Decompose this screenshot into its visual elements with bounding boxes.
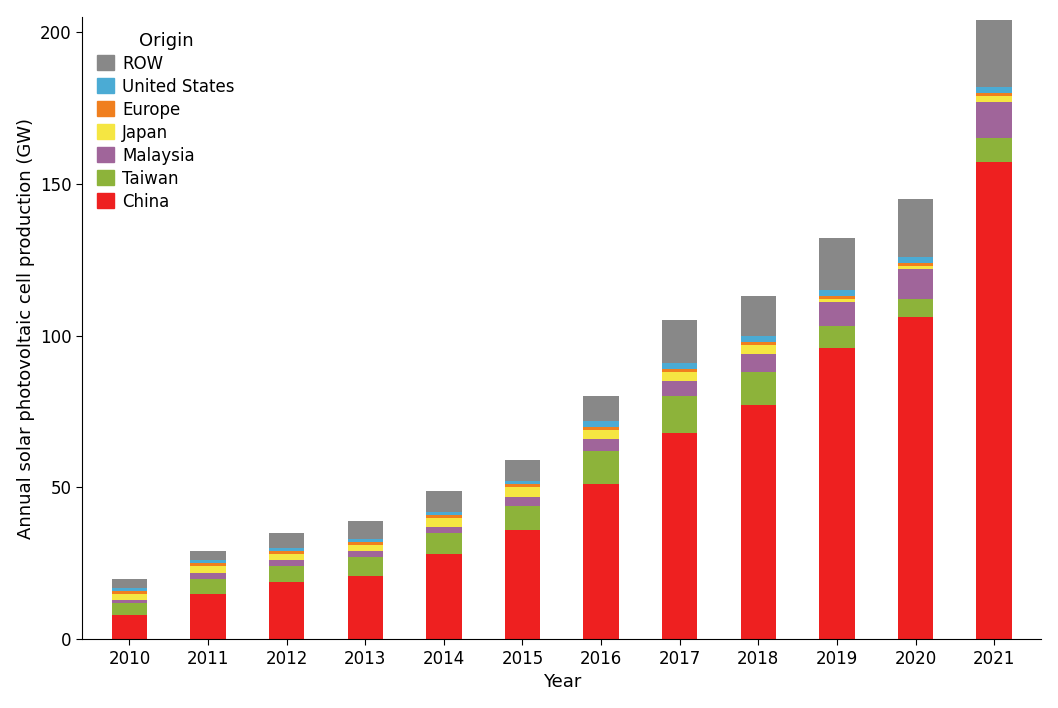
Bar (741, 336, 776, 342)
Bar (269, 582, 305, 639)
Bar (977, 93, 1011, 96)
Bar (112, 588, 147, 590)
Bar (190, 594, 225, 639)
Bar (505, 496, 541, 506)
Bar (819, 296, 855, 299)
Bar (662, 369, 697, 372)
Bar (426, 491, 461, 512)
Bar (112, 590, 147, 594)
Bar (348, 552, 383, 557)
Bar (112, 600, 147, 603)
Bar (112, 594, 147, 600)
Bar (348, 545, 383, 552)
Bar (898, 199, 933, 256)
Bar (348, 557, 383, 576)
Bar (190, 561, 225, 564)
Bar (190, 564, 225, 566)
Bar (898, 263, 933, 266)
Bar (426, 554, 461, 639)
Bar (505, 460, 541, 481)
Bar (898, 317, 933, 639)
Bar (819, 302, 855, 326)
Bar (426, 527, 461, 533)
Bar (977, 20, 1011, 86)
Bar (583, 427, 619, 430)
Bar (741, 342, 776, 345)
Bar (112, 578, 147, 588)
Bar (583, 396, 619, 421)
Bar (505, 506, 541, 530)
Bar (583, 484, 619, 639)
Bar (662, 396, 697, 433)
Bar (662, 433, 697, 639)
Bar (819, 290, 855, 296)
Bar (426, 518, 461, 527)
Bar (819, 239, 855, 290)
Bar (741, 345, 776, 354)
Bar (505, 530, 541, 639)
Bar (426, 515, 461, 518)
Bar (112, 603, 147, 615)
Bar (741, 372, 776, 406)
Bar (583, 421, 619, 427)
Bar (898, 266, 933, 269)
Bar (426, 512, 461, 515)
Bar (348, 521, 383, 539)
Bar (662, 372, 697, 381)
Bar (819, 299, 855, 302)
Bar (269, 566, 305, 582)
Legend: ROW, United States, Europe, Japan, Malaysia, Taiwan, China: ROW, United States, Europe, Japan, Malay… (91, 25, 241, 217)
Bar (977, 86, 1011, 93)
Bar (741, 406, 776, 639)
Bar (819, 348, 855, 639)
Bar (662, 363, 697, 369)
Bar (898, 269, 933, 299)
Bar (977, 138, 1011, 162)
Bar (583, 439, 619, 451)
Bar (505, 488, 541, 496)
Bar (269, 533, 305, 548)
Bar (898, 299, 933, 317)
Bar (269, 552, 305, 554)
Bar (583, 451, 619, 484)
Bar (348, 539, 383, 542)
Bar (741, 296, 776, 336)
Bar (505, 481, 541, 484)
Bar (819, 326, 855, 348)
Bar (977, 96, 1011, 102)
Bar (190, 573, 225, 578)
Y-axis label: Annual solar photovoltaic cell production (GW): Annual solar photovoltaic cell productio… (17, 118, 35, 539)
Bar (269, 548, 305, 552)
Bar (662, 381, 697, 396)
Bar (348, 576, 383, 639)
Bar (977, 162, 1011, 639)
Bar (190, 566, 225, 573)
Bar (505, 484, 541, 488)
Bar (977, 102, 1011, 138)
Bar (190, 578, 225, 594)
Bar (269, 561, 305, 566)
Bar (898, 256, 933, 263)
Bar (190, 552, 225, 561)
Bar (112, 615, 147, 639)
X-axis label: Year: Year (543, 673, 581, 691)
Bar (348, 542, 383, 545)
Bar (662, 321, 697, 363)
Bar (583, 430, 619, 439)
Bar (741, 354, 776, 372)
Bar (269, 554, 305, 561)
Bar (426, 533, 461, 554)
